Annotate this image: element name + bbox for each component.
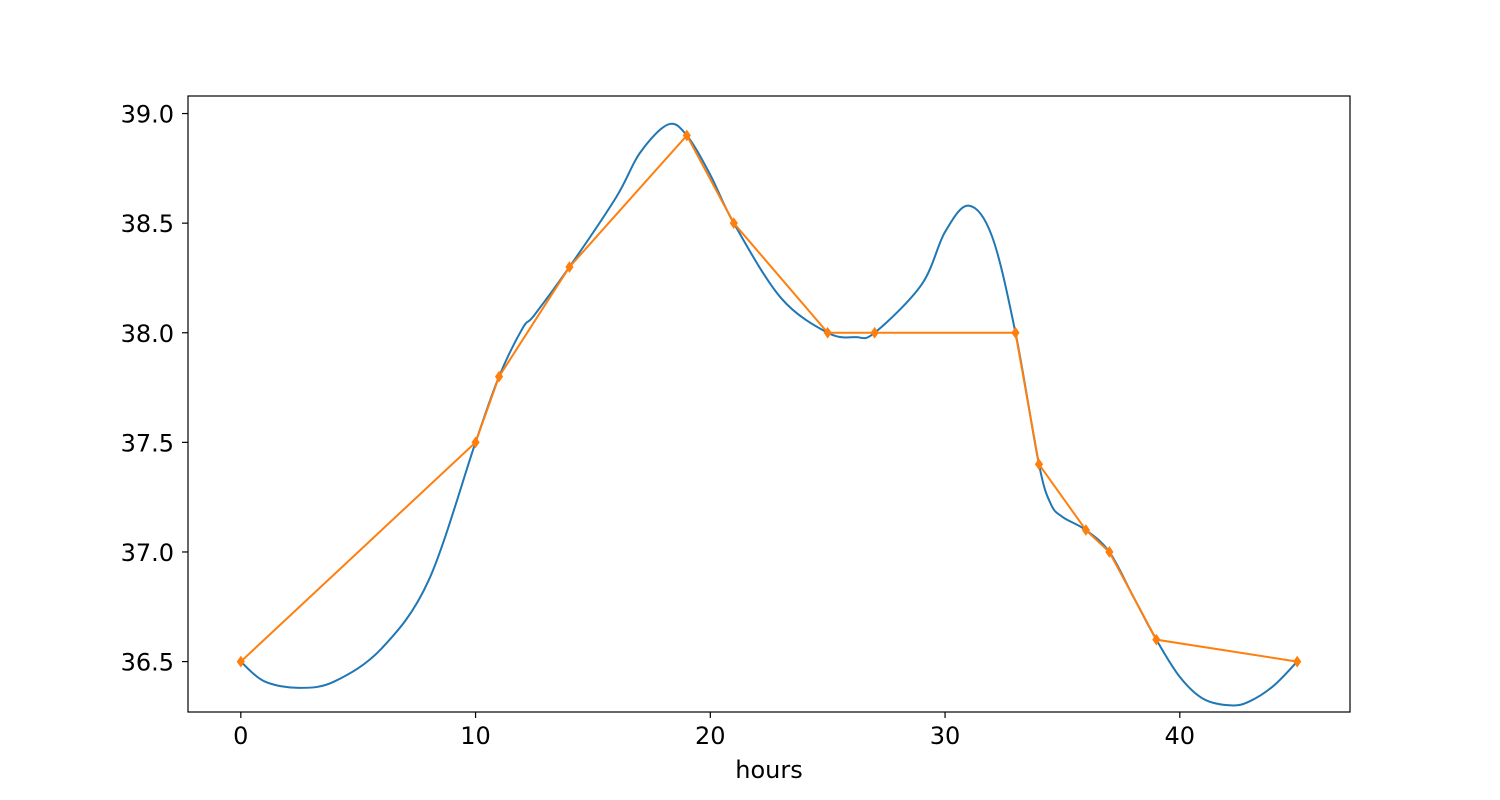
series-2-line (240, 133, 1298, 663)
series-layer (236, 122, 1302, 707)
series-2-point-5 (729, 217, 738, 230)
y-tick-label-3: 38.0 (121, 320, 174, 348)
x-axis-ticks: 0 10 20 30 40 (233, 712, 1195, 750)
series-2-point-1 (471, 436, 480, 449)
series-2-point-12 (1152, 633, 1161, 646)
series-2-point-6 (823, 326, 832, 339)
y-tick-label-5: 39.0 (121, 101, 174, 129)
y-tick-label-4: 38.5 (121, 210, 174, 238)
x-tick-label-0: 0 (233, 722, 248, 750)
x-tick-label-2: 20 (695, 722, 726, 750)
series-2-point-11 (1105, 546, 1114, 558)
series-1-line (240, 122, 1298, 707)
plot-frame (187, 95, 1351, 713)
series-2-point-10 (1081, 524, 1091, 536)
x-tick-label-3: 30 (930, 722, 961, 750)
y-tick-label-1: 37.0 (121, 539, 174, 567)
y-axis-ticks: 36.5 37.0 37.5 38.0 38.5 39.0 (121, 101, 188, 677)
x-tick-label-4: 40 (1165, 722, 1196, 750)
y-tick-label-2: 37.5 (121, 429, 174, 457)
series-2-point-3 (565, 261, 574, 273)
series-2-point-13 (1293, 655, 1302, 668)
x-tick-label-1: 10 (460, 722, 491, 750)
series-2-point-4 (682, 129, 691, 142)
series-2-point-2 (494, 370, 504, 383)
series-2-point-0 (236, 655, 245, 668)
series-2-point-7 (870, 326, 879, 339)
x-axis-label: hours (735, 756, 802, 784)
series-2-point-9 (1034, 458, 1044, 471)
y-tick-label-0: 36.5 (121, 649, 174, 677)
series-2-point-8 (1011, 326, 1020, 339)
